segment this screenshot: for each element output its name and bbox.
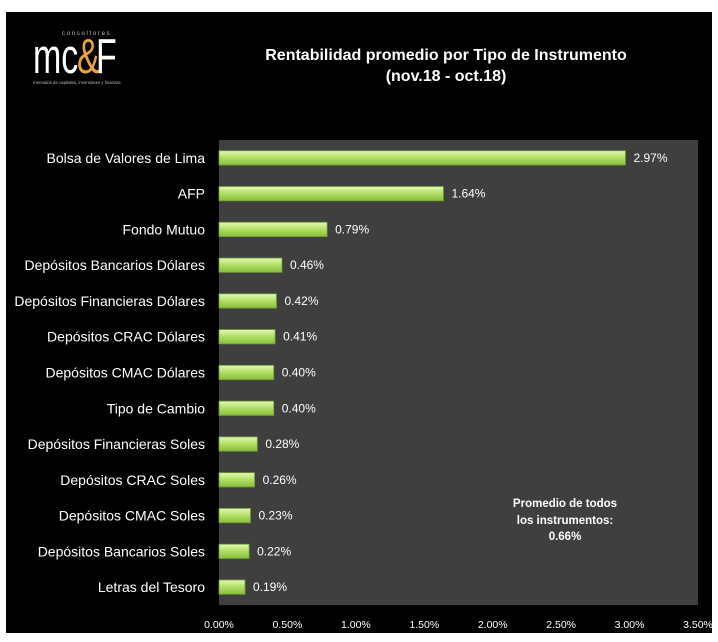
chart-title: Rentabilidad promedio por Tipo de Instru… — [265, 47, 627, 64]
category-label: Depósitos Bancarios Dólares — [24, 257, 205, 273]
bar-depositos-financieras-dolares — [218, 293, 277, 309]
data-label: 0.46% — [290, 258, 324, 272]
category-label: Depósitos Bancarios Soles — [38, 543, 205, 559]
x-tick-label: 0.50% — [273, 619, 303, 631]
x-tick-label: 2.00% — [478, 619, 508, 631]
data-label: 0.19% — [253, 580, 287, 594]
x-tick-label: 2.50% — [546, 619, 576, 631]
bar-letras-del-tesoro — [218, 579, 246, 595]
category-label: Bolsa de Valores de Lima — [47, 150, 206, 166]
category-label: Tipo de Cambio — [107, 400, 206, 416]
company-logo: consultores mc&F mercados de capitales, … — [33, 29, 121, 85]
data-label: 0.42% — [284, 294, 318, 308]
data-label: 1.64% — [451, 187, 485, 201]
value-axis: 0.00% 0.50% 1.00% 1.50% 2.00% 2.50% 3.00% 3.50% — [204, 619, 713, 631]
bar-depositos-cmac-dolares — [218, 364, 275, 381]
category-axis: Bolsa de Valores de Lima AFP Fondo Mutuo De… — [14, 150, 205, 595]
data-label: 0.79% — [335, 222, 369, 236]
logo-mark-letters: mc — [33, 29, 78, 84]
category-label: Depósitos Financieras Dólares — [14, 293, 205, 309]
category-label: Letras del Tesoro — [98, 579, 205, 595]
category-label: Depósitos Financieras Soles — [28, 436, 205, 452]
x-tick-label: 1.00% — [341, 619, 371, 631]
bar-depositos-crac-dolares — [218, 329, 276, 345]
data-label: 0.40% — [282, 401, 316, 415]
annotation-line-2: los instrumentos: — [517, 515, 613, 527]
logo-mark-group: mc&F — [33, 29, 117, 84]
logo-mark-final-letter: F — [96, 29, 117, 84]
data-labels: 2.97% 1.64% 0.79% 0.46% 0.42% 0.41% 0.40% 0.40%… — [253, 151, 668, 594]
category-label: Depósitos CRAC Dólares — [47, 329, 205, 345]
bar-depositos-cmac-soles — [218, 508, 251, 524]
x-tick-label: 3.00% — [615, 619, 645, 631]
bar-depositos-bancarios-dolares — [218, 257, 283, 273]
average-annotation: Promedio de todos los instrumentos: 0.66… — [513, 498, 617, 543]
category-label: Depósitos CMAC Soles — [59, 508, 205, 524]
bar-series — [218, 150, 626, 595]
plot-area — [219, 140, 698, 605]
logo-tagline: mercados de capitales, inversiones y fin… — [33, 80, 121, 85]
annotation-line-1: Promedio de todos — [513, 498, 617, 510]
logo-mark: mc&F — [33, 29, 117, 84]
bar-fondo-mutuo — [218, 221, 328, 237]
data-label: 0.28% — [265, 437, 299, 451]
bar-depositos-crac-soles — [218, 472, 255, 488]
x-tick-label: 1.50% — [409, 619, 439, 631]
annotation-value: 0.66% — [549, 531, 582, 543]
data-label: 0.40% — [282, 366, 316, 380]
bar-depositos-bancarios-soles — [218, 543, 250, 559]
bar-tipo-de-cambio — [218, 400, 275, 416]
x-tick-label: 3.50% — [683, 619, 713, 631]
data-label: 0.26% — [263, 473, 297, 487]
data-label: 2.97% — [633, 151, 667, 165]
category-label: AFP — [178, 186, 205, 202]
logo-mark-ampersand: & — [77, 29, 100, 84]
data-label: 0.41% — [283, 330, 317, 344]
bar-bolsa-de-valores-de-lima — [218, 150, 626, 166]
category-label: Depósitos CMAC Dólares — [46, 365, 206, 381]
bar-depositos-financieras-soles — [218, 436, 258, 452]
x-tick-label: 0.00% — [204, 619, 234, 631]
data-label: 0.22% — [257, 544, 291, 558]
category-label: Depósitos CRAC Soles — [60, 472, 205, 488]
bar-afp — [218, 186, 444, 202]
category-label: Fondo Mutuo — [123, 221, 206, 237]
chart-subtitle: (nov.18 - oct.18) — [386, 68, 507, 85]
data-label: 0.23% — [258, 509, 292, 523]
logo-top-text: consultores — [62, 31, 111, 37]
